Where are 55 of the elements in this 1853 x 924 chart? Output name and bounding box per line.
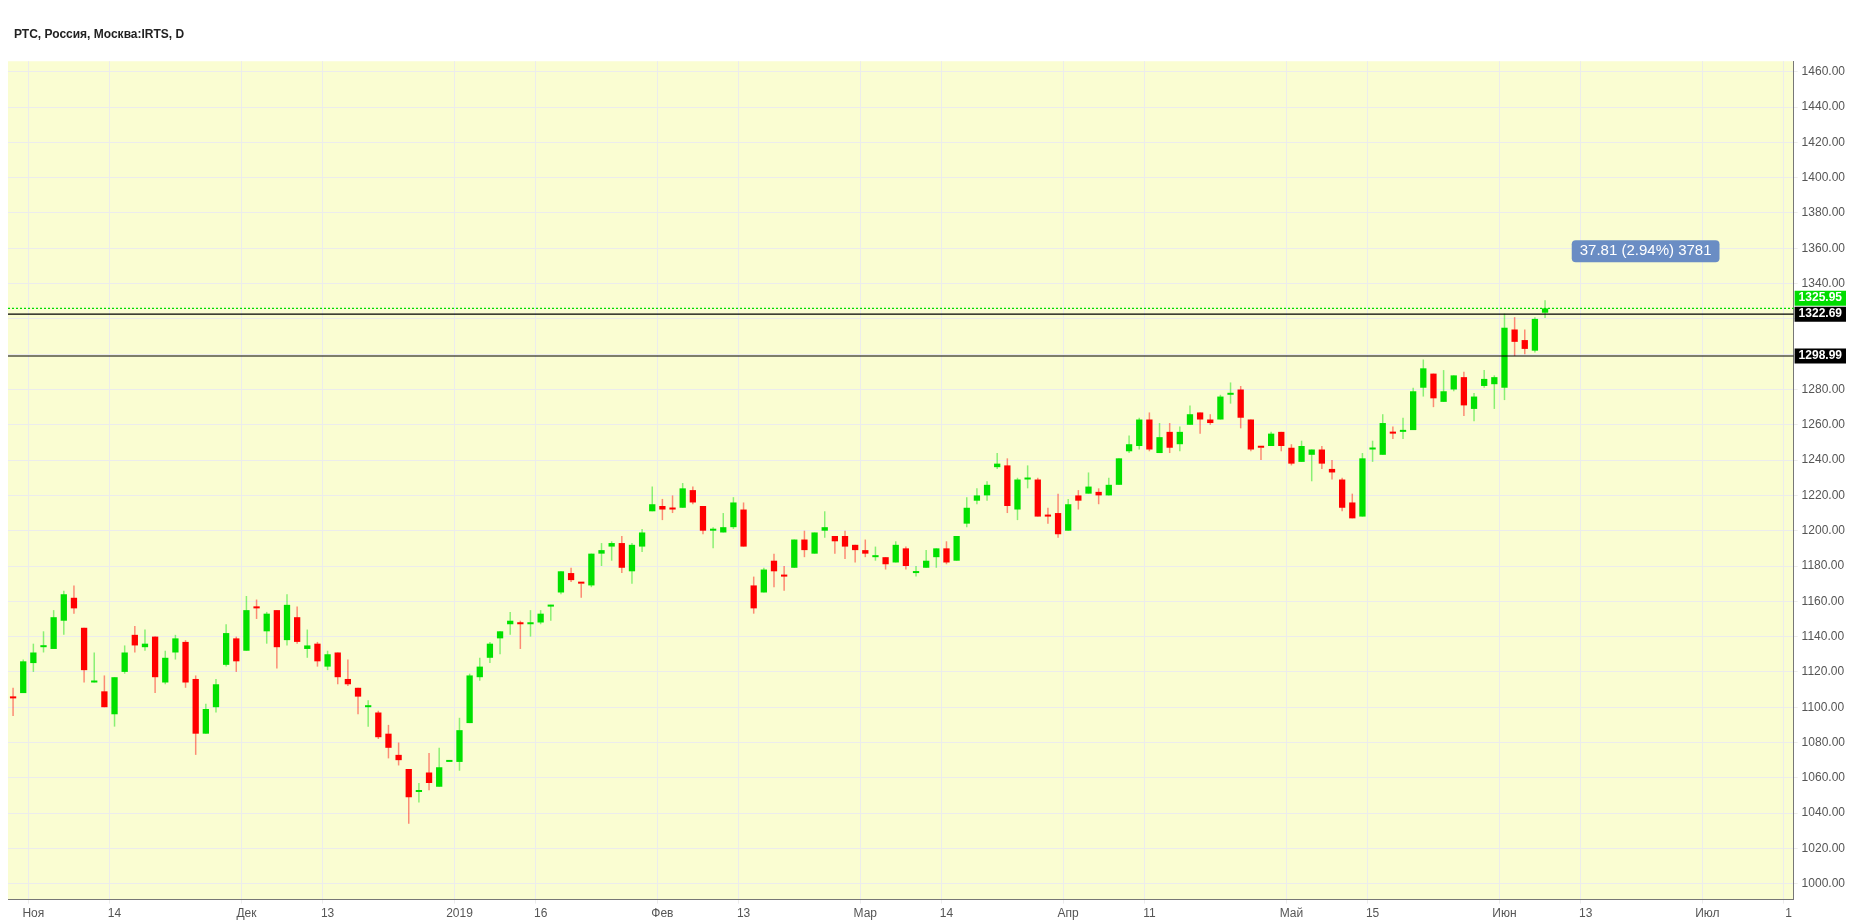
y-tick-label: 1260.00 (1801, 417, 1846, 432)
candlestick (852, 544, 859, 564)
x-tick-label: Июн (1492, 906, 1517, 921)
y-tick-label: 1440.00 (1801, 99, 1846, 114)
x-tick-label: 2019 (446, 906, 474, 921)
x-tick-label: Фев (651, 906, 674, 921)
x-tick-label: Дек (236, 906, 258, 921)
x-tick-label: Мар (853, 906, 878, 921)
y-tick-label: 1280.00 (1801, 381, 1846, 396)
x-tick-label: 11 (1143, 906, 1156, 921)
y-tick-label: 1040.00 (1801, 805, 1846, 820)
y-tick-label: 1220.00 (1801, 487, 1846, 502)
ref-line-label: 1325.95 (1798, 290, 1843, 305)
y-tick-label: 1100.00 (1801, 699, 1845, 714)
candlestick (1389, 425, 1397, 440)
y-tick-label: 1080.00 (1801, 734, 1846, 749)
y-tick-label: 1120.00 (1801, 664, 1845, 679)
y-tick-label: 1340.00 (1801, 275, 1846, 290)
y-tick-label: 1180.00 (1801, 558, 1845, 573)
y-tick-label: 1060.00 (1801, 770, 1846, 785)
x-tick-label: 15 (1365, 906, 1380, 921)
candlestick (1257, 445, 1265, 461)
x-tick-label: Апр (1057, 906, 1080, 921)
y-tick-label: 1020.00 (1801, 840, 1846, 855)
x-tick-label: Ноя (22, 906, 45, 921)
chart-title: РТС, Россия, Москва:IRTS, D (14, 27, 185, 41)
candlestick (831, 535, 839, 555)
y-tick-label: 1460.00 (1801, 64, 1846, 79)
annotation: 37.81 (2.94%) 3781 (1579, 241, 1712, 259)
x-tick-label: 1 (1785, 906, 1793, 921)
ref-line-label: 1298.99 (1798, 348, 1843, 363)
candlestick (547, 604, 554, 622)
candlestick (1217, 394, 1224, 421)
x-tick-label: Май (1279, 906, 1304, 921)
x-tick-label: 14 (939, 906, 954, 921)
x-tick-label: 13 (320, 906, 335, 921)
y-tick-label: 1160.00 (1801, 593, 1845, 608)
candlestick (578, 581, 585, 599)
candlestick (912, 565, 920, 578)
x-tick-label: Июл (1695, 906, 1720, 921)
y-tick-label: 1140.00 (1801, 628, 1845, 643)
candlestick (811, 531, 818, 555)
candlestick (1044, 507, 1052, 525)
ref-line-label: 1322.69 (1798, 306, 1843, 321)
x-tick-label: 16 (533, 906, 548, 921)
y-tick-label: 1200.00 (1801, 523, 1846, 538)
y-tick-label: 1420.00 (1801, 134, 1846, 149)
y-tick-label: 1000.00 (1801, 876, 1846, 891)
x-tick-label: 13 (1578, 906, 1593, 921)
y-tick-label: 1380.00 (1801, 205, 1846, 220)
x-tick-label: 13 (736, 906, 751, 921)
x-tick-label: 14 (107, 906, 122, 921)
y-tick-label: 1400.00 (1801, 170, 1846, 185)
y-tick-label: 1360.00 (1801, 240, 1846, 255)
y-tick-label: 1240.00 (1801, 452, 1846, 467)
